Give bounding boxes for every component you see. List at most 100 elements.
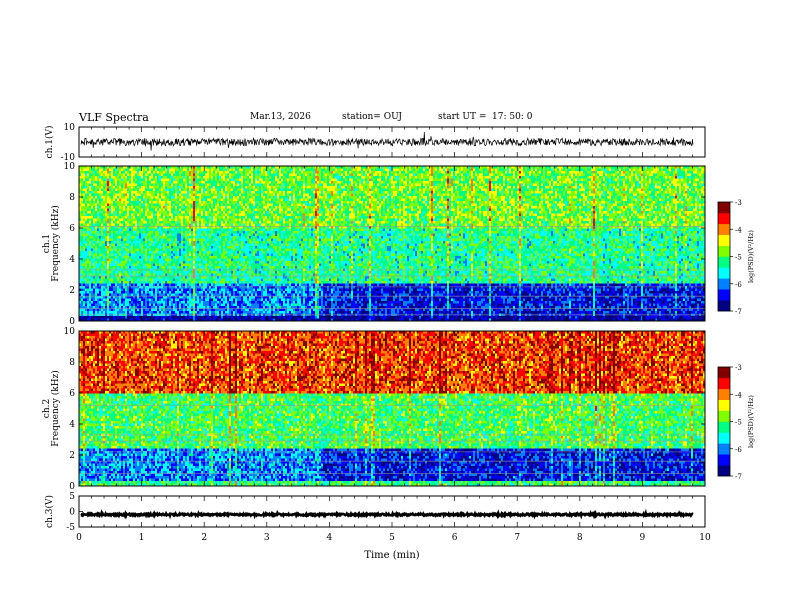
spectrogram-cell (571, 166, 574, 169)
spectrogram-cell (597, 166, 600, 169)
spectrogram-cell (595, 183, 598, 187)
spectrogram-cell (515, 203, 518, 207)
spectrogram-cell (317, 186, 320, 189)
spectrogram-cell (267, 198, 270, 202)
spectrogram-cell (487, 203, 490, 207)
spectrogram-cell (541, 178, 544, 182)
spectrogram-cell (521, 203, 524, 207)
spectrogram-cell (669, 166, 672, 169)
spectrogram-cell (557, 201, 560, 204)
spectrogram-cell (299, 191, 302, 194)
spectrogram-cell (443, 188, 446, 192)
spectrogram-cell (577, 168, 580, 172)
spectrogram-cell (623, 178, 626, 182)
spectrogram-cell (537, 193, 540, 197)
spectrogram-cell (543, 201, 546, 204)
spectrogram-cell (449, 176, 452, 179)
spectrogram-cell (207, 178, 210, 182)
spectrogram-cell (449, 173, 452, 177)
spectrogram-cell (217, 173, 220, 177)
spectrogram-cell (691, 186, 694, 189)
spectrogram-cell (421, 173, 424, 177)
spectrogram-cell (211, 166, 214, 169)
spectrogram-cell (225, 186, 228, 189)
spectrogram-cell (439, 193, 442, 197)
spectrogram-cell (93, 203, 96, 207)
spectrogram-cell (99, 178, 102, 182)
spectrogram-cell (515, 176, 518, 179)
spectrogram-cell (673, 198, 676, 202)
spectrogram-cell (235, 166, 238, 169)
spectrogram-cell (215, 196, 218, 199)
spectrogram-cell (609, 176, 612, 179)
spectrogram-cell (463, 188, 466, 192)
spectrogram-cell (675, 191, 678, 194)
spectrogram-cell (179, 186, 182, 189)
spectrogram-cell (127, 201, 130, 204)
spectrogram-cell (423, 176, 426, 179)
spectrogram-cell (699, 168, 702, 172)
spectrogram-cell (95, 188, 98, 192)
spectrogram-cell (239, 203, 242, 207)
spectrogram-cell (301, 181, 304, 184)
spectrogram-cell (129, 176, 132, 179)
spectrogram-cell (419, 176, 422, 179)
spectrogram-cell (481, 178, 484, 182)
spectrogram-cell (157, 173, 160, 177)
spectrogram-cell (333, 201, 336, 204)
spectrogram-cell (547, 191, 550, 194)
spectrogram-cell (191, 198, 194, 202)
spectrogram-cell (273, 178, 276, 182)
spectrogram-cell (659, 168, 662, 172)
spectrogram-cell (271, 196, 274, 199)
spectrogram-cell (231, 203, 234, 207)
spectrogram-cell (545, 186, 548, 189)
spectrogram-cell (119, 178, 122, 182)
spectrogram-cell (141, 196, 144, 199)
spectrogram-cell (295, 198, 298, 202)
spectrogram-cell (249, 186, 252, 189)
spectrogram-cell (323, 191, 326, 194)
spectrogram-cell (335, 183, 338, 187)
spectrogram-cell (201, 203, 204, 207)
spectrogram-cell (469, 193, 472, 197)
spectrogram-cell (379, 186, 382, 189)
spectrogram-cell (481, 193, 484, 197)
spectrogram-cell (687, 176, 690, 179)
spectrogram-cell (217, 191, 220, 194)
spectrogram-cell (265, 183, 268, 187)
spectrogram-cell (657, 176, 660, 179)
spectrogram-cell (465, 166, 468, 169)
spectrogram-cell (469, 203, 472, 207)
spectrogram-cell (435, 203, 438, 207)
spectrogram-cell (343, 178, 346, 182)
spectrogram-cell (223, 171, 226, 174)
spectrogram-cell (213, 173, 216, 177)
spectrogram-cell (593, 173, 596, 177)
spectrogram-cell (233, 203, 236, 207)
spectrogram-cell (573, 173, 576, 177)
spectrogram-cell (509, 183, 512, 187)
spectrogram-cell (503, 178, 506, 182)
spectrogram-cell (457, 191, 460, 194)
spectrogram-cell (571, 171, 574, 174)
spectrogram-cell (485, 176, 488, 179)
spectrogram-cell (413, 166, 416, 169)
spectrogram-cell (451, 186, 454, 189)
spectrogram-cell (559, 196, 562, 199)
spectrogram-cell (525, 181, 528, 184)
spectrogram-cell (589, 198, 592, 202)
spectrogram-cell (101, 176, 104, 179)
spectrogram-cell (191, 178, 194, 182)
spectrogram-cell (379, 166, 382, 169)
spectrogram-cell (163, 183, 166, 187)
spectrogram-cell (133, 168, 136, 172)
spectrogram-cell (273, 166, 276, 169)
spectrogram-cell (327, 193, 330, 197)
spectrogram-cell (421, 171, 424, 174)
spectrogram-cell (113, 183, 116, 187)
spectrogram-cell (91, 178, 94, 182)
spectrogram-cell (535, 168, 538, 172)
spectrogram-cell (551, 201, 554, 204)
spectrogram-cell (637, 186, 640, 189)
